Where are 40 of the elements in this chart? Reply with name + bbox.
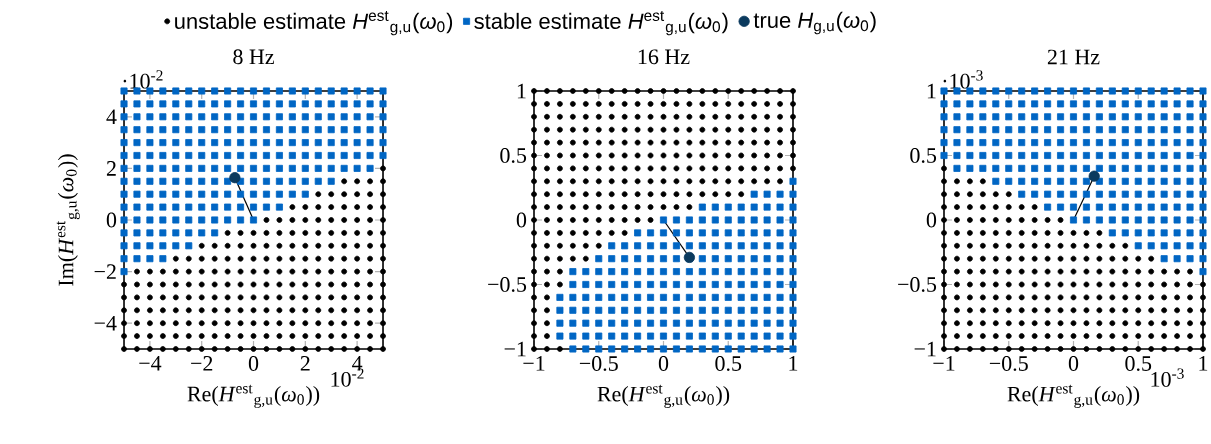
text: 10$^{-3}$: [1151, 368, 1184, 387]
chart-title: 8 Hz: [233, 49, 274, 65]
legend-label: true H$_{g,u}$(ω$_{0}$): [753, 11, 876, 35]
y-tick-label: −2: [94, 264, 116, 279]
legend-label: unstable estimate H$^{est}$$_{g,u}$(ω$_{0}$): [175, 10, 453, 36]
x-tick-label: −0.5: [579, 356, 618, 371]
x-axis-title: Re(H$^{est}$$_{g,u}$(ω$_{0}$)): [187, 384, 320, 408]
x-axis-title: Re(H$^{est}$$_{g,u}$(ω$_{0}$)): [1007, 384, 1140, 408]
x-axis-title: Re(H$^{est}$$_{g,u}$(ω$_{0}$)): [597, 384, 730, 408]
x-tick-label: 0: [1068, 356, 1079, 371]
text: ·10$^{-2}$: [123, 70, 163, 89]
x-tick-label: −4: [139, 356, 162, 371]
y-tick-label: −0.5: [898, 277, 937, 292]
x-tick-label: 0.5: [1125, 356, 1152, 371]
chart-title: 16 Hz: [638, 49, 690, 65]
text: ·10$^{-3}$: [943, 70, 983, 89]
y-tick-label: −4: [94, 315, 117, 331]
x-tick-label: −2: [191, 356, 213, 371]
x-tick-label: 0.5: [715, 356, 742, 371]
chart-title: 21 Hz: [1047, 49, 1100, 65]
y-tick-label: −0.5: [488, 277, 527, 292]
x-tick-label: −0.5: [989, 356, 1028, 371]
y-tick-label: 0: [516, 212, 527, 228]
y-tick-label: 0.5: [500, 148, 527, 163]
y-tick-label: 1: [517, 83, 526, 99]
y-tick-label: 4: [106, 109, 117, 125]
y-axis-title: Im(H$^{est}$$_{g,u}$(ω$_{0}$)): [56, 154, 80, 286]
legend-label: stable estimate H$^{est}$$_{g,u}$(ω$_{0}$): [474, 10, 728, 36]
y-tick-label: −1: [504, 341, 526, 357]
y-tick-label: 0: [106, 212, 117, 228]
y-tick-label: 2: [106, 161, 116, 176]
y-tick-label: 1: [927, 83, 936, 99]
y-tick-label: 0.5: [910, 148, 937, 163]
x-tick-label: 0: [658, 356, 669, 371]
x-tick-label: 2: [300, 356, 310, 371]
x-tick-label: 1: [1199, 356, 1208, 371]
y-tick-label: 0: [926, 212, 937, 228]
x-tick-label: 0: [248, 356, 259, 371]
y-tick-label: −1: [914, 341, 936, 357]
x-tick-label: 1: [789, 356, 798, 371]
